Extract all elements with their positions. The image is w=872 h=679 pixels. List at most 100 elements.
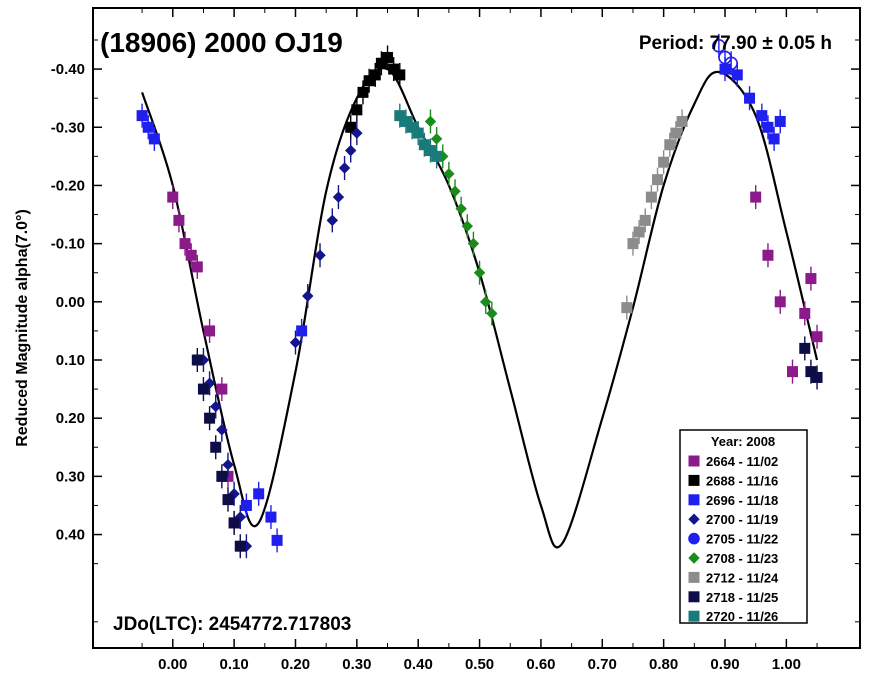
data-point: [424, 115, 437, 128]
y-tick-label: 0.40: [56, 527, 85, 544]
data-point: [345, 121, 357, 133]
data-point: [345, 144, 357, 157]
data-point: [467, 237, 480, 250]
data-point: [744, 92, 756, 104]
chart-title: (18906) 2000 OJ19: [100, 27, 343, 58]
data-point: [204, 412, 216, 424]
data-point: [167, 191, 179, 203]
data-point: [418, 139, 430, 151]
axis-ticks: 0.00 0.10 0.20 0.30 0.40 0.50 0.60 0.70 0.80 0.90…: [51, 8, 860, 673]
data-point: [394, 69, 406, 81]
legend-marker: [688, 591, 700, 603]
data-point: [265, 511, 277, 523]
y-tick-label: -0.40: [51, 61, 85, 78]
legend-label: 2705 - 11/22: [706, 532, 778, 547]
data-point: [253, 488, 265, 500]
data-point: [787, 366, 799, 378]
data-point: [461, 220, 474, 232]
x-tick-label: 0.40: [404, 656, 433, 673]
legend-marker: [688, 513, 700, 525]
data-point: [799, 342, 811, 354]
data-point: [179, 238, 191, 250]
legend-marker: [688, 552, 700, 564]
data-point: [191, 354, 203, 366]
series-7: [191, 336, 823, 559]
legend-label: 2712 - 11/24: [706, 570, 779, 585]
x-tick-label: 1.00: [772, 656, 801, 673]
series-2: [136, 57, 786, 553]
legend-label: 2664 - 11/02: [706, 454, 778, 469]
series-4: [712, 33, 738, 76]
legend-title: Year: 2008: [711, 434, 775, 449]
x-tick-label: 0.00: [158, 656, 187, 673]
data-point: [210, 400, 222, 413]
data-point: [204, 325, 216, 337]
data-point: [724, 56, 738, 71]
data-point: [805, 366, 817, 378]
x-tick-label: 0.20: [281, 656, 310, 673]
y-tick-label: -0.10: [51, 236, 85, 253]
data-point: [197, 383, 209, 395]
epoch-label: JDo(LTC): 2454772.717803: [113, 614, 351, 635]
x-tick-label: 0.10: [220, 656, 249, 673]
data-point: [314, 249, 326, 261]
data-point: [394, 110, 406, 122]
data-point: [664, 139, 676, 151]
y-tick-label: -0.20: [51, 177, 85, 194]
legend-entries: 2664 - 11/02 2688 - 11/16 2696 - 11/18 2700…: [688, 454, 779, 624]
data-point: [357, 86, 369, 98]
data-point: [799, 307, 811, 319]
data-point: [216, 470, 228, 482]
data-point: [136, 110, 148, 122]
data-point: [486, 307, 498, 320]
data-point: [185, 249, 197, 261]
data-point: [805, 273, 817, 285]
plot-frame: [92, 7, 861, 649]
legend-label: 2718 - 11/25: [706, 590, 778, 605]
legend-label: 2720 - 11/26: [706, 609, 778, 624]
legend-marker: [688, 494, 700, 506]
legend-label: 2708 - 11/23: [706, 551, 778, 566]
legend-marker: [688, 474, 700, 486]
data-point: [768, 133, 780, 145]
data-point: [222, 459, 234, 471]
data-point: [479, 296, 492, 308]
data-point: [811, 331, 823, 343]
data-point: [811, 371, 823, 383]
legend: Year: 2008 2664 - 11/02 2688 - 11/16 2696 …: [679, 429, 808, 624]
legend-marker: [688, 571, 700, 583]
data-point: [332, 191, 345, 203]
data-point: [173, 214, 185, 226]
data-point: [670, 127, 682, 139]
data-point: [369, 69, 381, 81]
data-point: [240, 499, 252, 511]
legend-label: 2688 - 11/16: [706, 473, 778, 488]
data-points: [136, 33, 823, 559]
data-point: [443, 168, 455, 180]
series-3: [197, 121, 363, 559]
data-point: [449, 185, 461, 197]
data-point: [216, 424, 228, 436]
data-point: [633, 226, 645, 238]
x-tick-label: 0.50: [465, 656, 494, 673]
data-point: [652, 174, 664, 186]
data-point: [762, 121, 774, 133]
data-point: [621, 302, 633, 314]
x-tick-label: 0.60: [526, 656, 555, 673]
data-point: [234, 540, 246, 552]
data-point: [756, 110, 768, 122]
data-point: [774, 296, 786, 308]
data-point: [762, 249, 774, 261]
y-tick-label: 0.10: [56, 352, 85, 369]
data-point: [627, 238, 639, 250]
data-point: [363, 75, 375, 87]
data-point: [148, 133, 160, 145]
data-point: [412, 127, 424, 139]
data-point: [338, 162, 351, 174]
data-point: [645, 191, 657, 203]
y-tick-label: 0.00: [56, 294, 85, 311]
legend-marker: [688, 455, 700, 467]
data-point: [271, 534, 283, 546]
data-point: [774, 115, 786, 127]
